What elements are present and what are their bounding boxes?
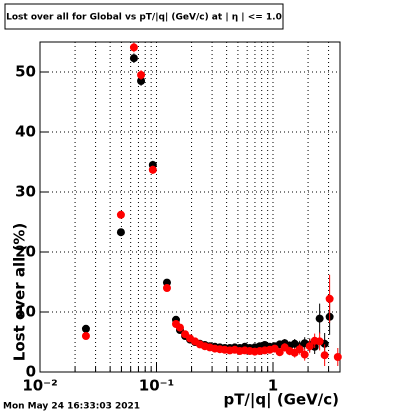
data-point [137,71,146,79]
data-point [275,348,284,357]
data-point [129,54,138,63]
data-point [295,345,304,354]
data-point [325,294,334,303]
data-point [300,350,309,359]
chart-title: Lost over all for Global vs pT/|q| (GeV/… [6,13,282,23]
data-point [305,342,314,351]
x-tick-label: 10⁻² [22,377,57,395]
data-point [137,77,146,85]
y-tick-label: 30 [15,183,36,201]
y-tick-label: 10 [15,303,36,321]
data-point [320,351,329,360]
data-point [148,165,157,174]
data-point [81,332,90,340]
data-point [81,324,90,333]
data-point [175,323,184,332]
y-tick-label: 40 [15,123,36,141]
timestamp: Mon May 24 16:33:03 2021 [3,402,140,412]
data-point [116,210,125,219]
data-point [116,228,125,237]
y-tick-label: 20 [15,243,36,261]
data-point [333,353,342,361]
x-tick-label: 1 [268,377,278,395]
plot-frame [39,41,341,373]
x-axis-label: pT/|q| (GeV/c) [223,391,339,410]
data-point [129,43,138,52]
data-point [162,284,171,292]
y-tick-label: 0 [26,363,36,381]
data-point [315,337,324,346]
y-axis-label: Lost over all (%) [11,223,29,361]
title-box [4,3,284,30]
x-tick-label: 10⁻¹ [139,377,174,395]
y-tick-label: 50 [15,63,36,81]
data-point [315,314,324,323]
